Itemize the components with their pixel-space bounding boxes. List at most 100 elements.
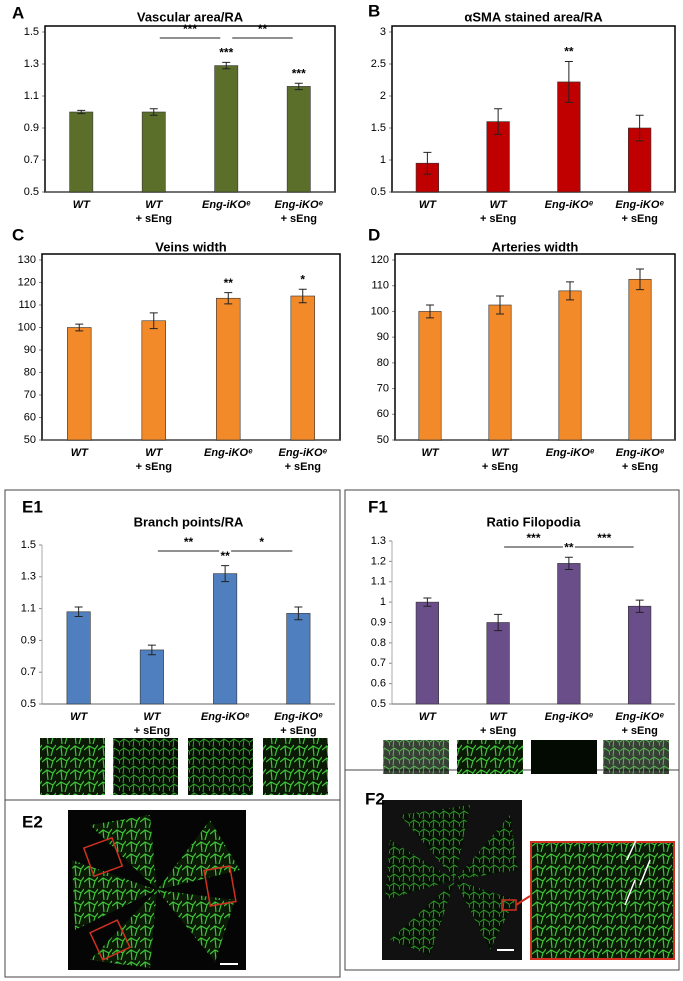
error-bar bbox=[222, 61, 231, 70]
significance: *** bbox=[292, 66, 306, 80]
y-tick-label: 80 bbox=[377, 357, 389, 369]
panel-label: C bbox=[12, 225, 24, 244]
y-tick-label: 1.5 bbox=[24, 26, 39, 38]
x-tick-label: Eng-iKOᵉ bbox=[546, 447, 595, 459]
y-tick-label: 2.5 bbox=[371, 58, 386, 70]
x-tick-label: Eng-iKOᵉ bbox=[201, 711, 250, 723]
y-tick-label: 60 bbox=[24, 411, 36, 423]
y-tick-label: 2 bbox=[380, 90, 386, 102]
y-tick-label: 120 bbox=[18, 276, 36, 288]
error-bar bbox=[564, 556, 573, 571]
x-tick-label: Eng-iKOᵉ bbox=[204, 447, 253, 459]
x-tick-label: + sEng bbox=[482, 461, 518, 473]
y-tick-label: 1.2 bbox=[371, 555, 386, 567]
error-bar bbox=[147, 644, 156, 656]
y-tick-label: 80 bbox=[24, 366, 36, 378]
y-tick-label: 70 bbox=[24, 389, 36, 401]
y-tick-label: 90 bbox=[377, 331, 389, 343]
error-bar bbox=[149, 108, 158, 116]
bar bbox=[415, 601, 439, 705]
significance: * bbox=[300, 272, 305, 286]
x-tick-label: Eng-iKOᵉ bbox=[615, 711, 664, 723]
x-tick-label: WT bbox=[73, 199, 91, 211]
x-tick-label: + sEng bbox=[285, 461, 321, 473]
y-tick-label: 0.9 bbox=[371, 616, 386, 628]
bar bbox=[558, 290, 582, 441]
error-bar bbox=[74, 606, 83, 618]
y-tick-label: 50 bbox=[377, 434, 389, 446]
bar bbox=[628, 605, 652, 705]
significance: ** bbox=[564, 45, 574, 59]
bar bbox=[286, 86, 311, 193]
x-tick-label: + sEng bbox=[480, 213, 516, 225]
bar bbox=[141, 111, 166, 193]
bar bbox=[69, 111, 94, 193]
y-tick-label: 0.5 bbox=[371, 186, 386, 198]
retina-image bbox=[382, 800, 675, 960]
chart-title: Veins width bbox=[155, 239, 227, 254]
y-tick-label: 0.8 bbox=[371, 637, 386, 649]
x-tick-label: + sEng bbox=[621, 725, 657, 737]
panel-label: A bbox=[12, 3, 24, 22]
y-tick-label: 1.3 bbox=[371, 535, 386, 547]
error-bar bbox=[426, 304, 434, 319]
y-tick-label: 110 bbox=[18, 299, 36, 311]
x-tick-label: Eng-iKOᵉ bbox=[616, 447, 665, 459]
x-tick-label: + sEng bbox=[136, 461, 172, 473]
error-bar bbox=[635, 114, 644, 142]
error-bar bbox=[494, 613, 503, 632]
y-tick-label: 60 bbox=[377, 408, 389, 420]
bar bbox=[139, 649, 164, 705]
y-tick-label: 1.1 bbox=[24, 90, 39, 102]
error-bar bbox=[298, 288, 307, 304]
panel-label: D bbox=[368, 225, 380, 244]
y-tick-label: 1.3 bbox=[21, 571, 36, 583]
panel-label: E1 bbox=[22, 497, 43, 516]
x-tick-label: Eng-iKOᵉ bbox=[545, 711, 594, 723]
x-tick-label: WT bbox=[145, 447, 163, 459]
chart-title: Ratio Filopodia bbox=[487, 514, 582, 529]
thumbnails bbox=[40, 738, 669, 795]
bar bbox=[628, 278, 652, 441]
bracket-label: *** bbox=[526, 531, 540, 545]
error-bar bbox=[75, 323, 84, 332]
bar bbox=[286, 613, 311, 705]
bar bbox=[141, 320, 166, 441]
error-bar bbox=[635, 599, 644, 613]
bar bbox=[418, 311, 442, 441]
x-tick-label: WT bbox=[70, 711, 88, 723]
bracket-label: ** bbox=[258, 22, 268, 36]
x-tick-label: Eng-iKOᵉ bbox=[615, 199, 664, 211]
x-tick-label: WT bbox=[71, 447, 89, 459]
y-tick-label: 0.5 bbox=[24, 186, 39, 198]
bracket-label: * bbox=[259, 535, 264, 549]
x-tick-label: + sEng bbox=[134, 725, 170, 737]
x-tick-label: + sEng bbox=[281, 213, 317, 225]
x-tick-label: Eng-iKOᵉ bbox=[275, 199, 324, 211]
y-tick-label: 0.7 bbox=[21, 666, 36, 678]
y-tick-label: 1.1 bbox=[371, 576, 386, 588]
y-tick-label: 90 bbox=[24, 344, 36, 356]
x-tick-label: Eng-iKOᵉ bbox=[202, 199, 251, 211]
bar bbox=[66, 611, 91, 705]
error-bar bbox=[423, 597, 432, 607]
y-tick-label: 1 bbox=[380, 154, 386, 166]
panel-label: E2 bbox=[22, 812, 43, 831]
y-tick-label: 120 bbox=[371, 254, 389, 266]
bar bbox=[67, 327, 92, 441]
bracket-label: *** bbox=[597, 531, 611, 545]
y-tick-label: 0.9 bbox=[24, 122, 39, 134]
bar bbox=[486, 622, 510, 705]
y-tick-label: 0.9 bbox=[21, 634, 36, 646]
x-tick-label: + sEng bbox=[280, 725, 316, 737]
x-tick-label: + sEng bbox=[621, 213, 657, 225]
x-tick-label: WT bbox=[419, 711, 437, 723]
error-bar bbox=[636, 268, 644, 291]
x-tick-label: WT bbox=[143, 711, 161, 723]
x-tick-label: WT bbox=[145, 199, 163, 211]
error-bar bbox=[221, 565, 230, 583]
significance: *** bbox=[219, 46, 233, 60]
error-bar bbox=[566, 281, 574, 301]
panel-label: F2 bbox=[365, 789, 385, 808]
